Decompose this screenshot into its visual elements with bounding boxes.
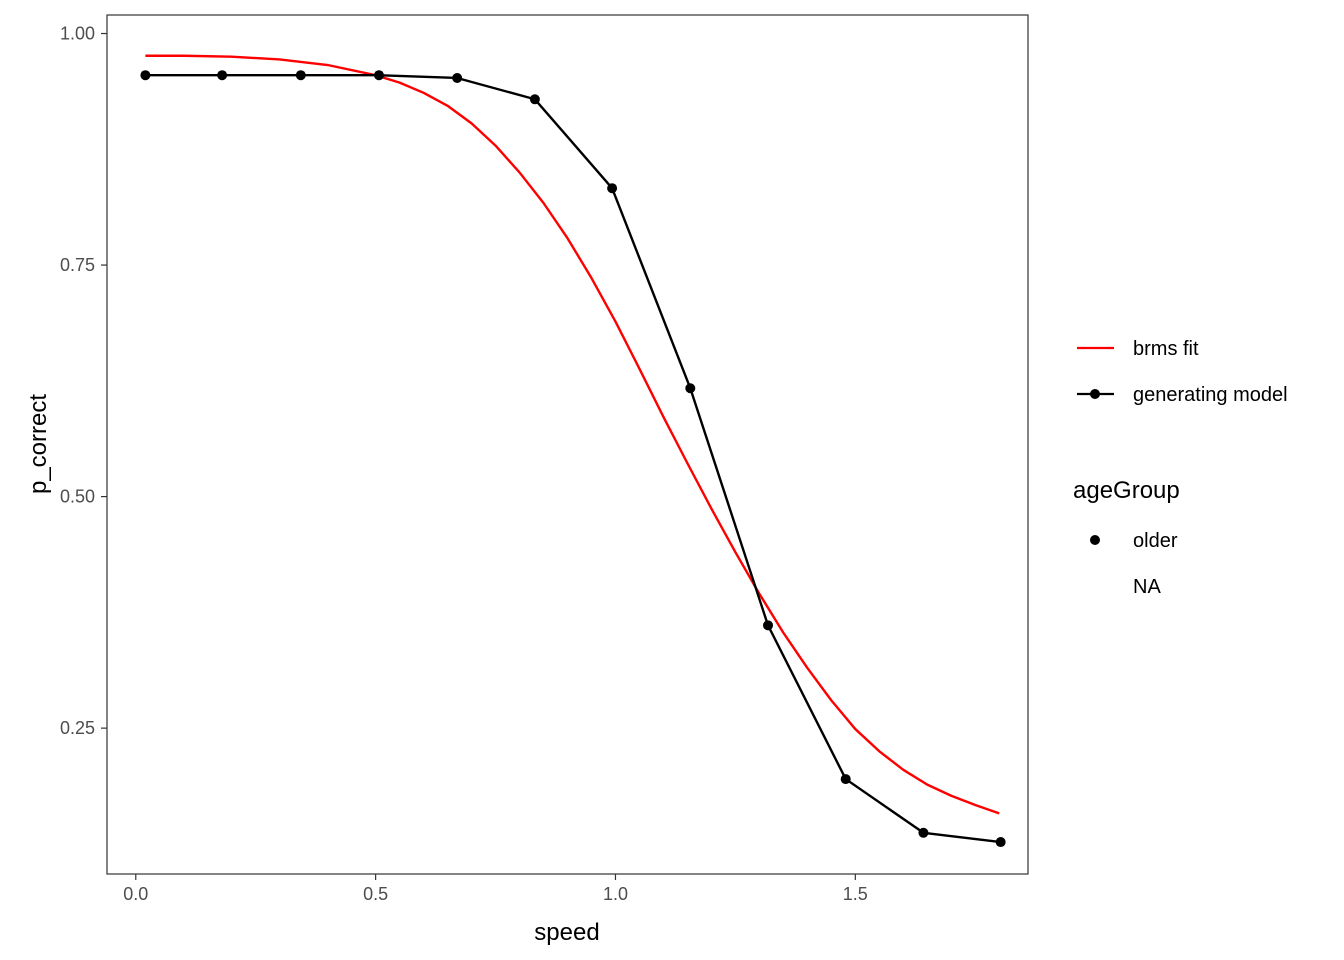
plot-panel [106, 14, 1029, 875]
legend-label-older: older [1133, 530, 1178, 552]
data-point-generating-model [918, 827, 929, 838]
y-axis-title: p_correct [25, 394, 52, 494]
x-axis-title: speed [534, 919, 599, 946]
x-tick-label: 1.5 [843, 884, 868, 904]
data-point-generating-model [840, 774, 851, 785]
y-axis: 0.25 0.50 0.75 1.00 [60, 24, 107, 738]
y-tick-label: 0.25 [60, 718, 95, 738]
y-tick-label: 1.00 [60, 24, 95, 44]
legend-key-generating-model-point [1090, 389, 1100, 399]
data-point-generating-model [995, 837, 1006, 848]
data-point-generating-model [607, 183, 618, 194]
series-layer [140, 54, 1006, 848]
y-tick-label: 0.75 [60, 255, 95, 275]
legend-label-generating-model: generating model [1133, 384, 1288, 406]
data-point-generating-model [529, 94, 540, 105]
data-point-generating-model [452, 72, 463, 83]
legend-label-na: NA [1133, 576, 1161, 598]
legend-title-agegroup: ageGroup [1073, 477, 1180, 504]
x-tick-label: 1.0 [603, 884, 628, 904]
data-point-generating-model [373, 70, 384, 81]
data-point-generating-model [140, 70, 151, 81]
x-tick-label: 0.0 [123, 884, 148, 904]
data-point-generating-model [685, 383, 696, 394]
x-tick-label: 0.5 [363, 884, 388, 904]
data-point-generating-model [763, 620, 774, 631]
y-tick-label: 0.50 [60, 487, 95, 507]
legend-label-brms-fit: brms fit [1133, 338, 1199, 360]
data-point-generating-model [295, 70, 306, 81]
data-point-generating-model [217, 70, 228, 81]
x-axis: 0.0 0.5 1.0 1.5 [123, 874, 868, 904]
series-line-generating-model [145, 73, 1001, 844]
legend: brms fit generating model ageGroup older… [1073, 338, 1288, 598]
legend-key-older [1090, 535, 1100, 545]
